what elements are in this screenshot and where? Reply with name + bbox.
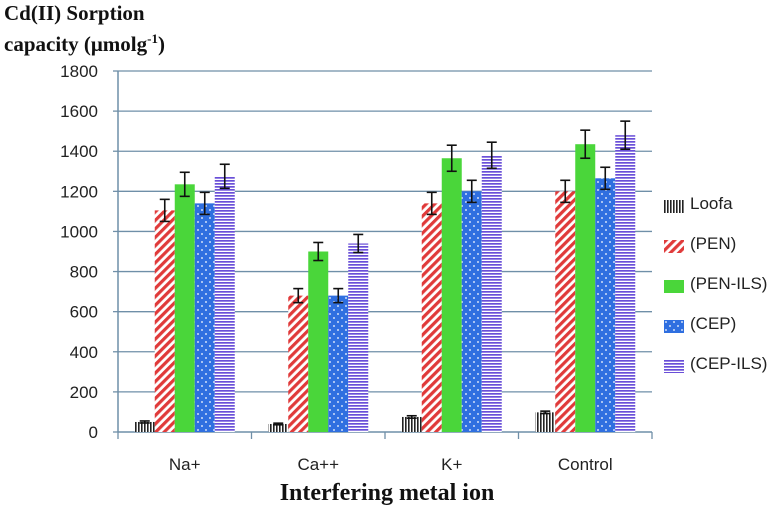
x-tick-label: Na+ [169, 455, 201, 474]
legend-item: (PEN-ILS) [664, 272, 772, 312]
bar-pen-control [555, 191, 576, 432]
legend-label: (CEP-ILS) [690, 354, 768, 373]
legend-item: (PEN) [664, 232, 772, 272]
legend-swatch [664, 200, 684, 213]
y-tick-label: 200 [70, 383, 98, 402]
y-tick-label: 600 [70, 303, 98, 322]
legend-swatch-fill [664, 280, 684, 293]
legend-swatch [664, 240, 684, 253]
bar-pen-caplusplus [288, 295, 309, 432]
bar-cep-naplus [194, 203, 215, 432]
y-axis-title-exponent: -1 [147, 31, 158, 46]
legend-label: (PEN) [690, 234, 737, 253]
x-axis-title: Interfering metal ion [279, 480, 495, 506]
y-tick-label: 1200 [60, 182, 98, 201]
legend-item: Loofa [664, 192, 772, 232]
y-tick-label: 1800 [60, 62, 98, 81]
x-tick-label: Ca++ [297, 455, 339, 474]
bar-loofa-naplus [134, 421, 155, 432]
bar-cep-kplus [461, 191, 482, 432]
bar-cep-control [595, 178, 616, 432]
y-tick-label: 400 [70, 343, 98, 362]
legend-swatch-fill [664, 240, 684, 253]
bar-pen-ils-caplusplus [308, 251, 329, 432]
legend: Loofa (PEN) (PEN-ILS) (CEP) (CEP-ILS) [664, 192, 772, 392]
y-tick-label: 1600 [60, 102, 98, 121]
bar-pen-naplus [154, 210, 175, 432]
y-axis-title-line1: Cd(II) Sorption [4, 1, 145, 25]
bars [134, 120, 636, 433]
bar-cep-ils-naplus [214, 176, 235, 432]
bar-pen-ils-kplus [441, 158, 462, 432]
y-axis-title-unit: capacity (μmolg [4, 32, 148, 56]
legend-swatch [664, 360, 684, 373]
y-tick-label: 1400 [60, 142, 98, 161]
bar-cep-caplusplus [328, 295, 349, 432]
bar-loofa-control [535, 412, 556, 432]
bar-loofa-kplus [401, 416, 422, 432]
legend-swatch-fill [664, 320, 684, 333]
legend-label: (PEN-ILS) [690, 274, 768, 293]
bar-loofa-caplusplus [268, 423, 289, 432]
bar-cep-ils-caplusplus [348, 243, 369, 432]
y-axis-title: Cd(II) Sorption capacity (μmolg-1) [4, 0, 165, 57]
bar-pen-ils-naplus [174, 184, 195, 432]
bar-pen-ils-control [575, 144, 596, 433]
legend-label: (CEP) [690, 314, 737, 333]
legend-swatch [664, 280, 684, 293]
x-tick-label: Control [558, 455, 613, 474]
bar-pen-kplus [421, 203, 442, 432]
legend-swatch-fill [664, 200, 684, 213]
y-tick-label: 1000 [60, 222, 98, 241]
y-tick-label: 800 [70, 263, 98, 282]
legend-label: Loofa [690, 194, 733, 213]
x-tick-label: K+ [441, 455, 462, 474]
legend-item: (CEP-ILS) [664, 352, 772, 392]
tick-labels: 0 200 400 600 800 1000 1200 1400 1600 1800 Na+ Ca++… [60, 62, 612, 474]
bar-cep-ils-control [615, 135, 636, 432]
bar-cep-ils-kplus [481, 155, 502, 432]
legend-item: (CEP) [664, 312, 772, 352]
y-tick-label: 0 [89, 423, 98, 442]
legend-swatch-fill [664, 360, 684, 373]
legend-swatch [664, 320, 684, 333]
y-axis-title-line2: capacity (μmolg-1) [4, 26, 165, 57]
y-axis-title-close: ) [157, 32, 165, 56]
